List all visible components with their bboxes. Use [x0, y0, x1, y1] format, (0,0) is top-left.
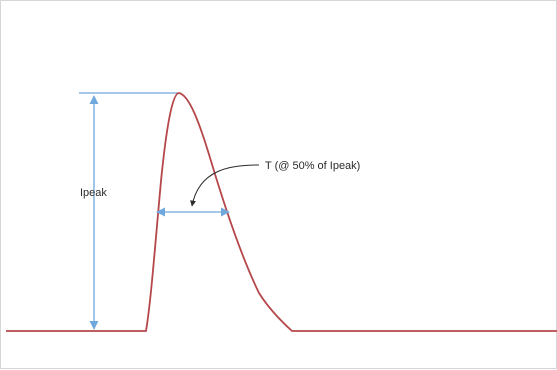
peak-label: Ipeak — [80, 187, 107, 199]
width-label: T (@ 50% of Ipeak) — [265, 160, 360, 172]
pulse-waveform — [6, 92, 557, 332]
width-pointer-arrow — [190, 164, 260, 207]
